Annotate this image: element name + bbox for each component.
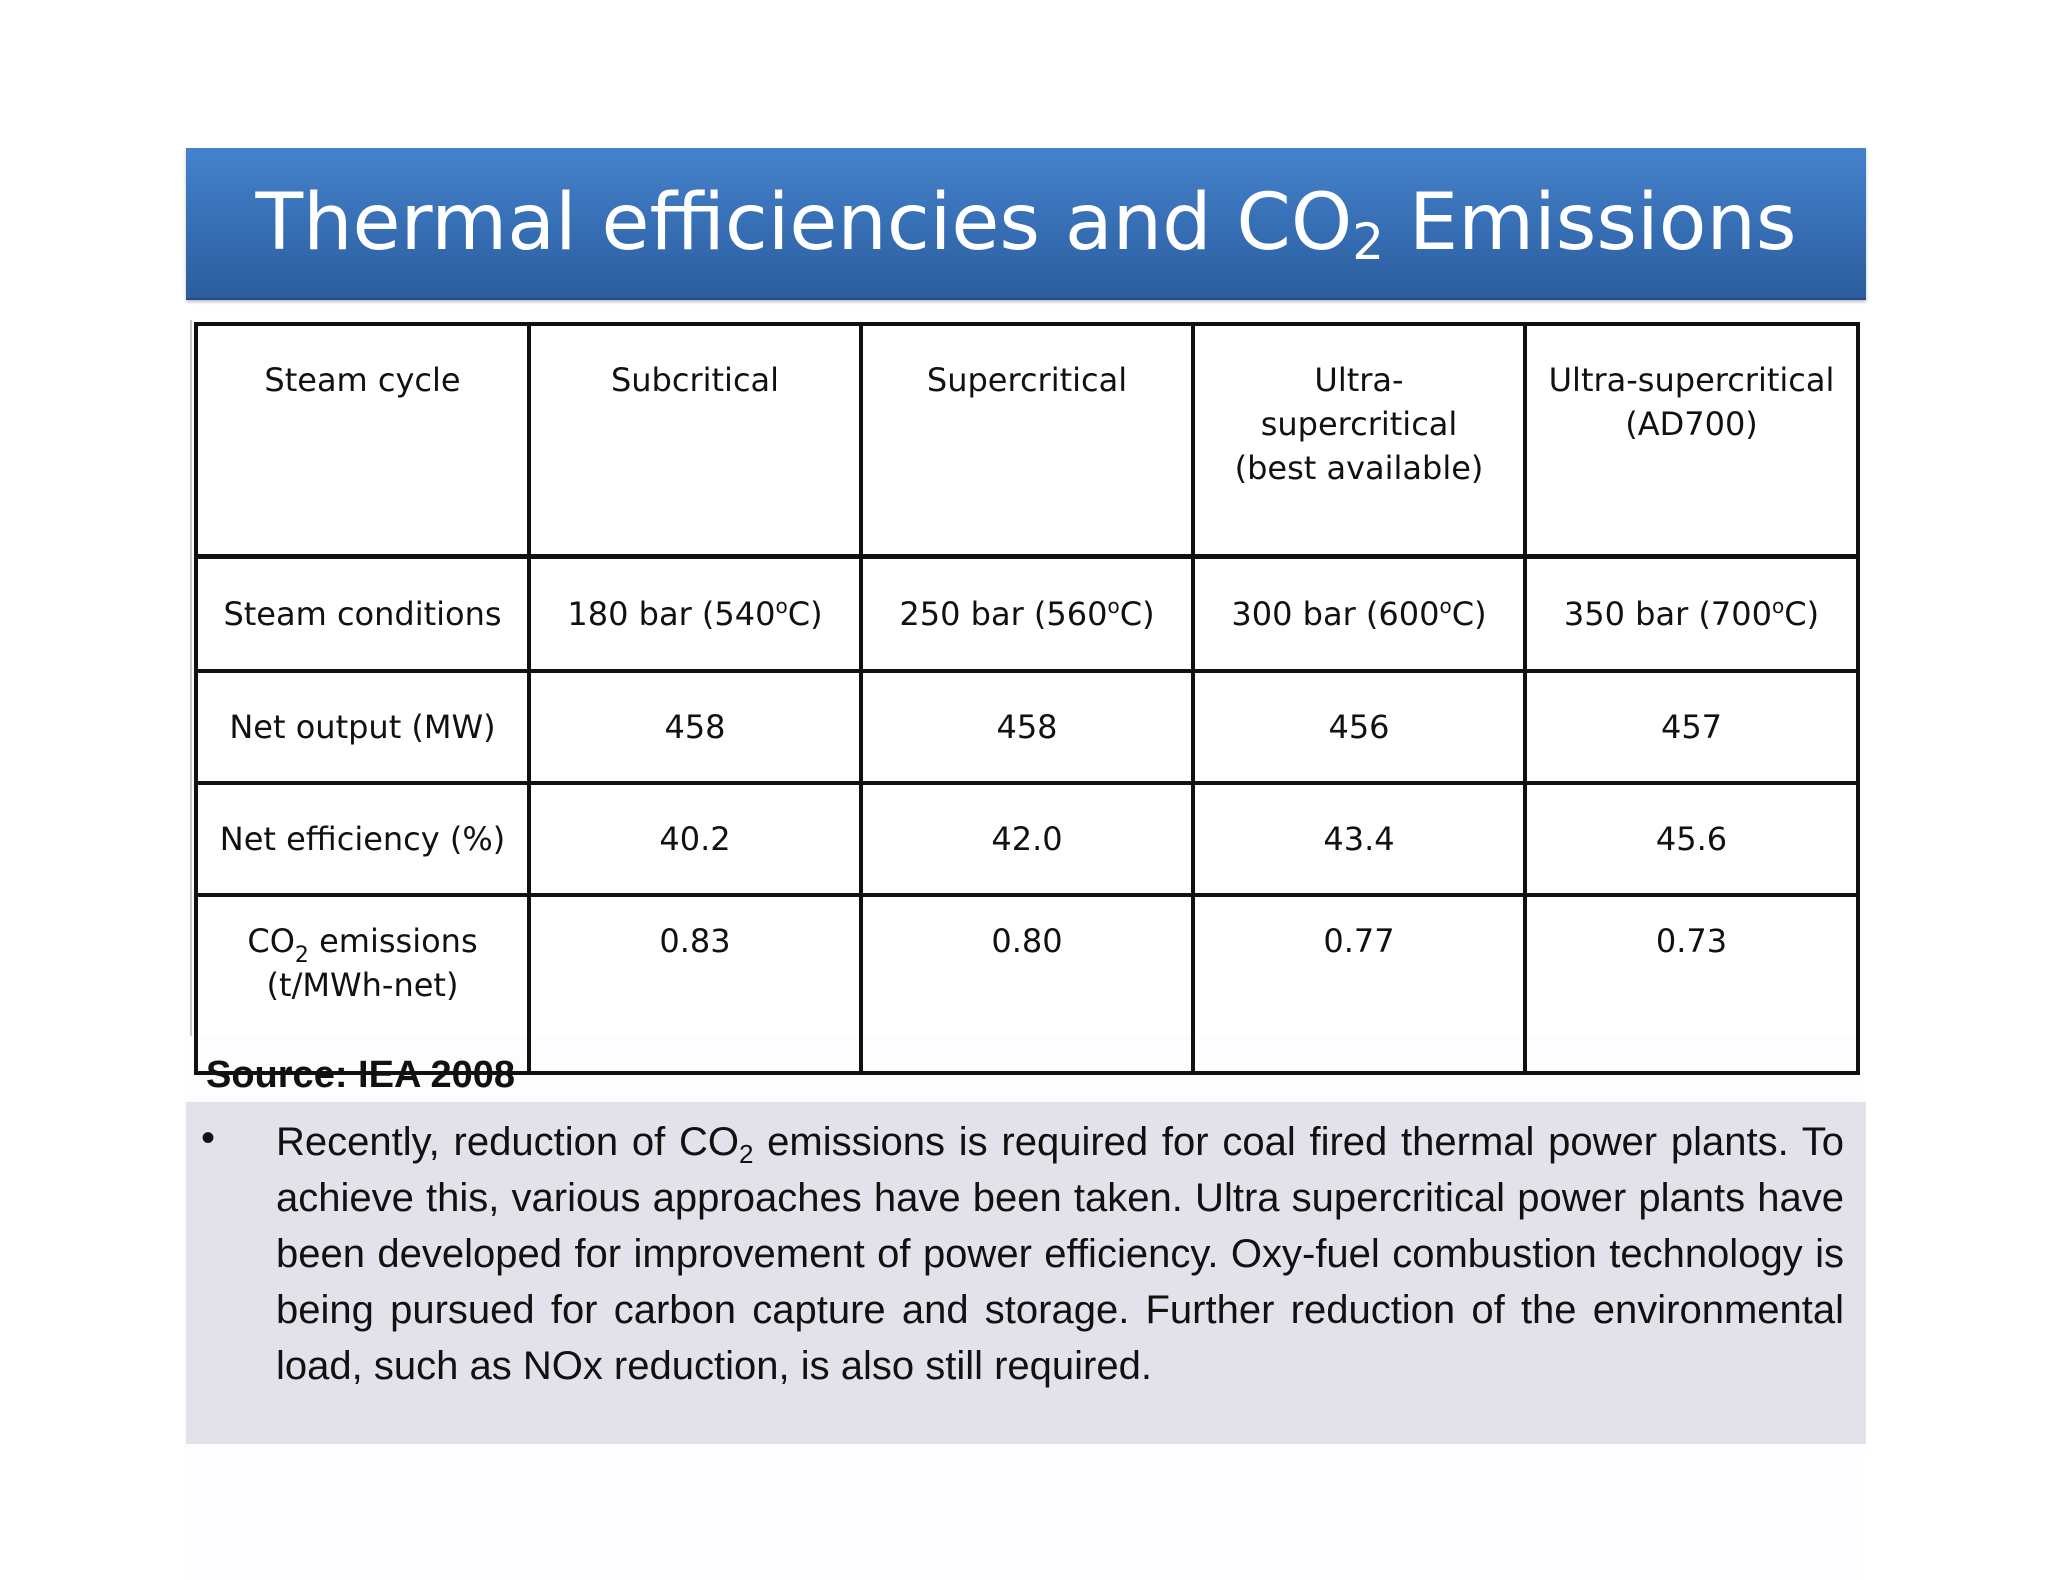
- source-citation: Source: IEA 2008: [206, 1054, 516, 1096]
- comparison-table: Steam cycle Subcritical Supercritical Ul…: [194, 322, 1860, 1075]
- row-label-net-output: Net output (MW): [194, 669, 531, 785]
- table-header-row: Steam cycle Subcritical Supercritical Ul…: [194, 322, 1860, 559]
- table-cell: 40.2: [527, 781, 863, 897]
- table-cell: 0.80: [859, 893, 1195, 1075]
- row-label-steam-conditions: Steam conditions: [194, 554, 531, 673]
- title-subscript: 2: [1352, 213, 1385, 271]
- bullet-text-box: [186, 1102, 1866, 1444]
- title-banner: Thermal efficiencies and CO2 Emissions: [186, 148, 1866, 300]
- table-cell: 45.6: [1523, 781, 1860, 897]
- table-cell: 180 bar (540oC): [527, 554, 863, 673]
- header-cell-steam-cycle: Steam cycle: [194, 322, 531, 559]
- table-row: Net efficiency (%) 40.2 42.0 43.4 45.6: [194, 781, 1860, 897]
- table-cell: 458: [527, 669, 863, 785]
- slide-title: Thermal efficiencies and CO2 Emissions: [255, 178, 1796, 268]
- header-cell-ultra-supercritical-best: Ultra-supercritical (best available): [1191, 322, 1527, 559]
- table-cell: 42.0: [859, 781, 1195, 897]
- table-cell: 458: [859, 669, 1195, 785]
- title-suffix: Emissions: [1384, 178, 1797, 268]
- table-row: Net output (MW) 458 458 456 457: [194, 669, 1860, 785]
- bullet-paragraph: Recently, reduction of CO2 emissions is …: [276, 1120, 1844, 1388]
- table-container: Steam cycle Subcritical Supercritical Ul…: [190, 320, 1862, 1075]
- table-cell: 300 bar (600oC): [1191, 554, 1527, 673]
- table-cell: 457: [1523, 669, 1860, 785]
- table-row: Steam conditions 180 bar (540oC) 250 bar…: [194, 554, 1860, 673]
- table-cell: 0.83: [527, 893, 863, 1075]
- table-cell: 0.73: [1523, 893, 1860, 1075]
- table-row: CO2 emissions (t/MWh-net) 0.83 0.80 0.77 …: [194, 893, 1860, 1075]
- table-cell: 43.4: [1191, 781, 1527, 897]
- row-label-net-efficiency: Net efficiency (%): [194, 781, 531, 897]
- header-cell-supercritical: Supercritical: [859, 322, 1195, 559]
- table-cell: 350 bar (700oC): [1523, 554, 1860, 673]
- table-edge-marker: [190, 320, 192, 1036]
- table-cell: 250 bar (560oC): [859, 554, 1195, 673]
- bullet-marker: •: [201, 1116, 216, 1160]
- header-cell-ultra-supercritical-ad700: Ultra-supercritical (AD700): [1523, 322, 1860, 559]
- table-cell: 456: [1191, 669, 1527, 785]
- row-label-co2-emissions: CO2 emissions (t/MWh-net): [194, 893, 531, 1075]
- header-cell-subcritical: Subcritical: [527, 322, 863, 559]
- title-prefix: Thermal efficiencies and CO: [255, 178, 1353, 268]
- table-cell: 0.77: [1191, 893, 1527, 1075]
